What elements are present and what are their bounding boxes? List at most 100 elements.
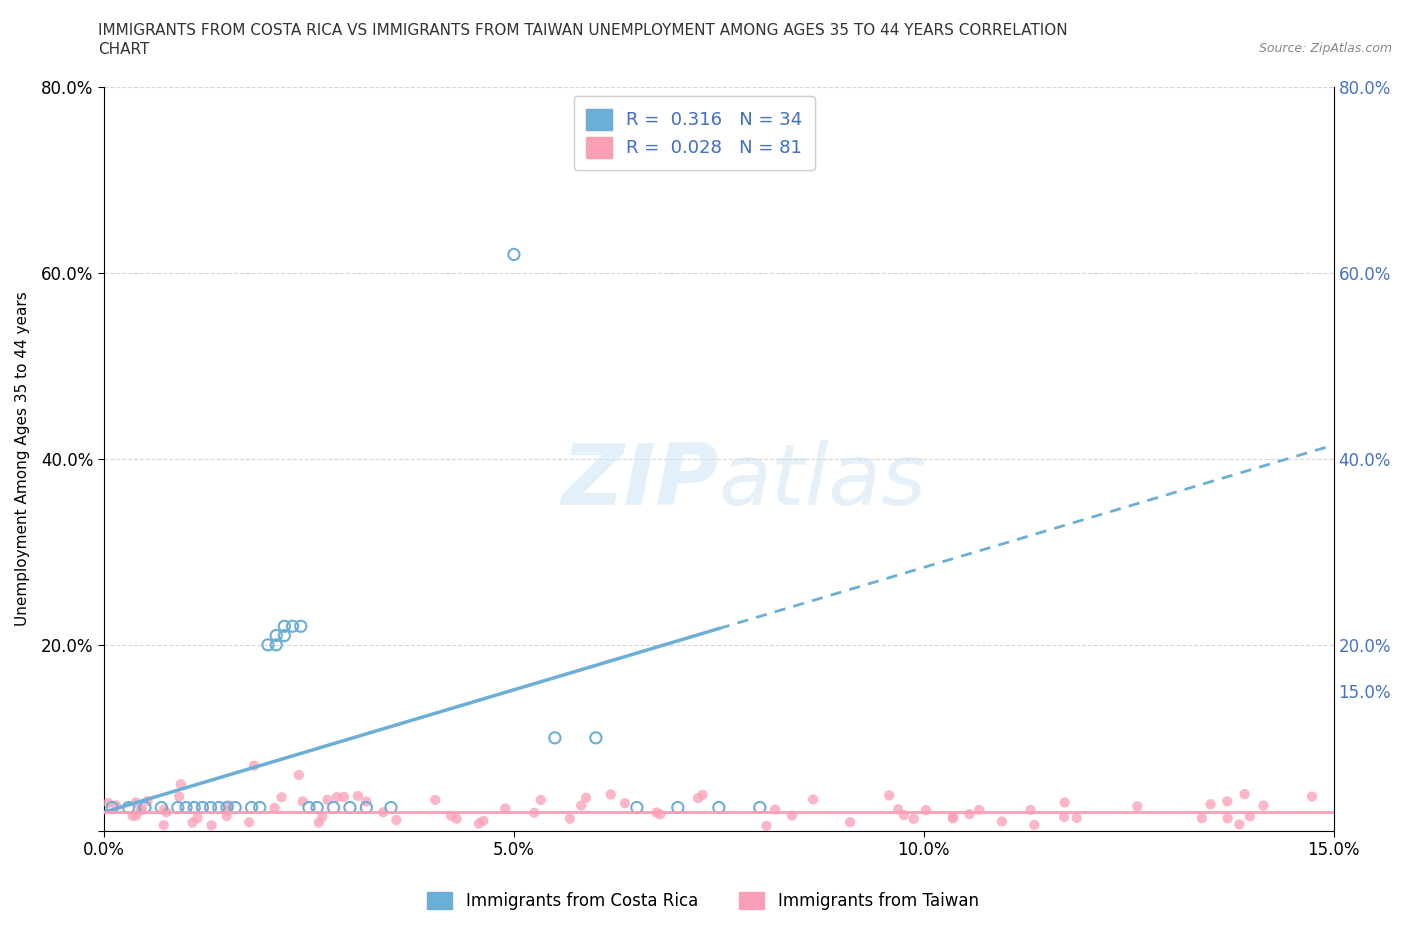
Point bbox=[291, 794, 314, 809]
Point bbox=[290, 618, 312, 633]
Point bbox=[780, 808, 803, 823]
Point bbox=[575, 790, 598, 805]
Point bbox=[170, 777, 193, 791]
Point bbox=[1301, 790, 1323, 804]
Point bbox=[915, 803, 938, 817]
Point bbox=[326, 790, 349, 804]
Point bbox=[125, 808, 148, 823]
Point bbox=[599, 787, 621, 802]
Point bbox=[186, 811, 208, 826]
Point bbox=[155, 804, 177, 819]
Point bbox=[101, 800, 124, 815]
Point bbox=[125, 795, 148, 810]
Point bbox=[136, 793, 159, 808]
Point bbox=[1199, 797, 1222, 812]
Point bbox=[307, 800, 329, 815]
Point bbox=[666, 800, 689, 815]
Point bbox=[688, 790, 710, 805]
Point bbox=[200, 800, 222, 815]
Point bbox=[1126, 799, 1149, 814]
Point bbox=[270, 790, 292, 804]
Point bbox=[503, 247, 526, 262]
Point bbox=[1053, 809, 1076, 824]
Point bbox=[1216, 794, 1239, 809]
Point bbox=[967, 803, 990, 817]
Text: ZIP: ZIP bbox=[561, 440, 718, 523]
Point bbox=[131, 802, 153, 817]
Point bbox=[104, 798, 127, 813]
Point bbox=[887, 802, 910, 817]
Point bbox=[273, 628, 295, 643]
Point bbox=[544, 730, 567, 745]
Point bbox=[373, 804, 395, 819]
Y-axis label: Unemployment Among Ages 35 to 44 years: Unemployment Among Ages 35 to 44 years bbox=[15, 292, 30, 626]
Point bbox=[1019, 803, 1042, 817]
Point bbox=[1053, 795, 1076, 810]
Point bbox=[472, 814, 495, 829]
Point bbox=[243, 758, 266, 773]
Point bbox=[558, 811, 581, 826]
Point bbox=[801, 792, 824, 807]
Point bbox=[1066, 811, 1088, 826]
Point bbox=[354, 794, 377, 809]
Point bbox=[152, 817, 174, 832]
Point bbox=[166, 800, 188, 815]
Point bbox=[257, 637, 280, 652]
Point bbox=[839, 815, 862, 830]
Point bbox=[1253, 798, 1275, 813]
Point bbox=[1233, 787, 1256, 802]
Point bbox=[129, 803, 152, 817]
Point bbox=[650, 807, 672, 822]
Point bbox=[322, 800, 344, 815]
Point bbox=[903, 812, 925, 827]
Point bbox=[215, 808, 238, 823]
Point bbox=[440, 808, 463, 823]
Point bbox=[893, 808, 915, 823]
Point bbox=[1216, 811, 1239, 826]
Point bbox=[153, 803, 176, 817]
Text: atlas: atlas bbox=[718, 440, 927, 523]
Point bbox=[942, 810, 965, 825]
Point bbox=[217, 804, 239, 818]
Point bbox=[425, 792, 447, 807]
Point bbox=[523, 805, 546, 820]
Point bbox=[1239, 809, 1261, 824]
Point bbox=[613, 796, 636, 811]
Point bbox=[167, 790, 190, 804]
Point bbox=[298, 800, 321, 815]
Point bbox=[97, 795, 120, 810]
Point bbox=[208, 800, 231, 815]
Point bbox=[150, 800, 173, 815]
Point bbox=[356, 800, 378, 815]
Point bbox=[263, 801, 285, 816]
Point bbox=[707, 800, 730, 815]
Point bbox=[174, 800, 197, 815]
Point bbox=[494, 801, 516, 816]
Point bbox=[183, 800, 205, 815]
Point bbox=[224, 800, 246, 815]
Point bbox=[238, 815, 260, 830]
Point bbox=[347, 789, 370, 804]
Point bbox=[316, 792, 339, 807]
Point bbox=[273, 618, 295, 633]
Point bbox=[134, 800, 156, 815]
Point bbox=[249, 800, 271, 815]
Point bbox=[755, 818, 778, 833]
Point bbox=[446, 811, 468, 826]
Point bbox=[264, 628, 287, 643]
Point bbox=[385, 813, 408, 828]
Point bbox=[311, 809, 333, 824]
Point bbox=[264, 637, 287, 652]
Point bbox=[1191, 811, 1213, 826]
Point bbox=[468, 817, 491, 831]
Point bbox=[191, 800, 214, 815]
Point bbox=[288, 767, 311, 782]
Legend: R =  0.316   N = 34, R =  0.028   N = 81: R = 0.316 N = 34, R = 0.028 N = 81 bbox=[574, 96, 815, 170]
Point bbox=[240, 800, 263, 815]
Point bbox=[117, 800, 139, 815]
Point bbox=[748, 800, 770, 815]
Point bbox=[281, 618, 304, 633]
Point bbox=[200, 817, 222, 832]
Point bbox=[308, 815, 330, 830]
Point bbox=[530, 792, 553, 807]
